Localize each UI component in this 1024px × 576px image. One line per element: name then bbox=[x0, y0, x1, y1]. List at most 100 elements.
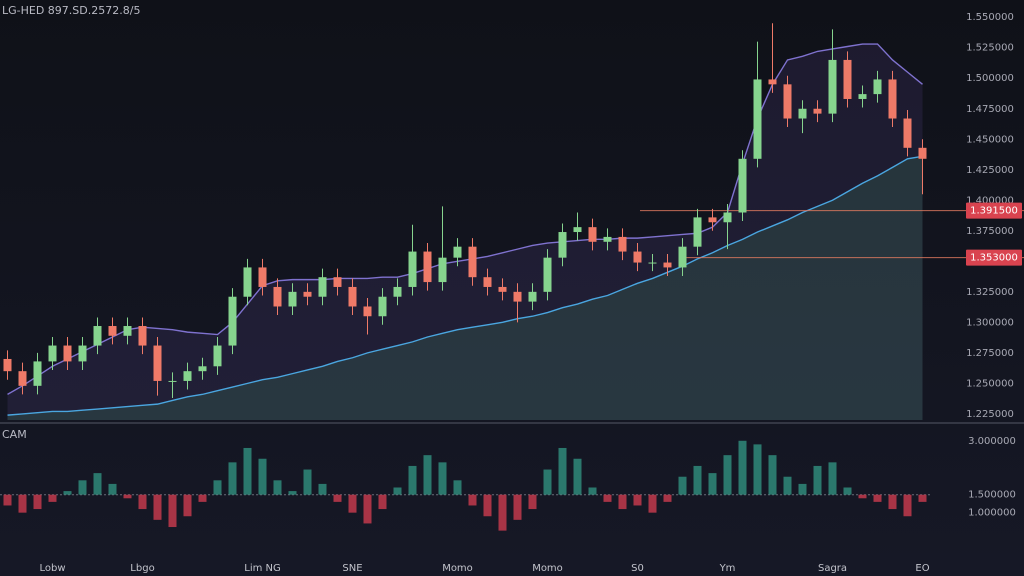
candle-body bbox=[108, 326, 117, 336]
candle-body bbox=[333, 277, 342, 287]
candle-body bbox=[498, 286, 507, 292]
indicator-bar bbox=[693, 465, 702, 495]
ma-line bbox=[7, 43, 923, 395]
indicator-bar bbox=[93, 473, 102, 495]
candle-body bbox=[228, 296, 237, 346]
candle-body bbox=[438, 257, 447, 283]
indicator-bar bbox=[3, 494, 12, 506]
indicator-bar bbox=[168, 494, 177, 528]
indicator-bar bbox=[678, 476, 687, 495]
candle-body bbox=[828, 59, 837, 114]
candle-body bbox=[78, 345, 87, 362]
x-tick-label: Lim NG bbox=[244, 563, 281, 574]
indicator-bar bbox=[648, 494, 657, 513]
candle-body bbox=[918, 147, 927, 159]
candle-body bbox=[48, 345, 57, 362]
indicator-bar bbox=[198, 494, 207, 502]
indicator-bar bbox=[738, 440, 747, 495]
indicator-bar bbox=[873, 494, 882, 502]
candle-body bbox=[708, 217, 717, 223]
indicator-bar bbox=[378, 494, 387, 510]
candle-body bbox=[123, 326, 132, 336]
indicator-bar bbox=[723, 455, 732, 495]
indicator-bar bbox=[618, 494, 627, 510]
x-tick-label: Ym bbox=[719, 563, 736, 574]
indicator-bar bbox=[528, 494, 537, 510]
indicator-bar bbox=[213, 480, 222, 495]
candle-body bbox=[558, 232, 567, 258]
candle-body bbox=[138, 326, 147, 346]
y-tick-label: 1.250000 bbox=[966, 378, 1014, 389]
candle-body bbox=[393, 286, 402, 297]
x-tick-label: Sagra bbox=[818, 563, 847, 574]
indicator-bar bbox=[633, 494, 642, 506]
indicator-bar bbox=[543, 469, 552, 495]
candle-body bbox=[183, 371, 192, 381]
chart-title: LG-HED 897.SD.2572.8/5 bbox=[2, 4, 140, 17]
indicator-bar bbox=[393, 487, 402, 495]
indicator-tick-label: 1.500000 bbox=[968, 490, 1016, 501]
candle-body bbox=[63, 345, 72, 362]
candle-body bbox=[858, 94, 867, 99]
indicator-bar bbox=[138, 494, 147, 510]
candle-body bbox=[168, 380, 177, 382]
y-tick-label: 1.475000 bbox=[966, 104, 1014, 115]
candle-body bbox=[423, 251, 432, 283]
candle-body bbox=[273, 286, 282, 307]
candle-body bbox=[243, 267, 252, 297]
price-label: 1.353000 bbox=[970, 253, 1018, 264]
indicator-bar bbox=[918, 494, 927, 502]
indicator-bar bbox=[603, 494, 612, 502]
indicator-bar bbox=[288, 491, 297, 495]
indicator-bar bbox=[438, 462, 447, 495]
candle-body bbox=[453, 246, 462, 258]
indicator-bar bbox=[483, 494, 492, 517]
indicator-bar bbox=[303, 469, 312, 495]
indicator-bar bbox=[663, 494, 672, 502]
candle-body bbox=[813, 108, 822, 114]
indicator-bar bbox=[48, 494, 57, 502]
y-tick-label: 1.275000 bbox=[966, 348, 1014, 359]
indicator-bar bbox=[108, 483, 117, 495]
candle-body bbox=[753, 79, 762, 159]
indicator-bar bbox=[18, 494, 27, 513]
indicator-bar bbox=[228, 462, 237, 495]
candle-body bbox=[618, 236, 627, 252]
indicator-bar bbox=[423, 455, 432, 495]
candle-body bbox=[33, 361, 42, 386]
indicator-bar bbox=[573, 458, 582, 495]
ma-line bbox=[7, 155, 923, 416]
y-tick-label: 1.225000 bbox=[966, 409, 1014, 420]
candle-body bbox=[588, 227, 597, 242]
indicator-bar bbox=[753, 444, 762, 495]
indicator-bar bbox=[828, 462, 837, 495]
indicator-bar bbox=[903, 494, 912, 517]
indicator-bar bbox=[333, 494, 342, 502]
candle-body bbox=[213, 345, 222, 367]
indicator-bar bbox=[513, 494, 522, 520]
x-tick-label: S0 bbox=[631, 563, 644, 574]
indicator-bar bbox=[768, 455, 777, 495]
candle-body bbox=[873, 79, 882, 95]
candle-body bbox=[198, 366, 207, 372]
x-tick-label: Momo bbox=[532, 563, 563, 574]
candle-body bbox=[663, 262, 672, 268]
candle-body bbox=[648, 262, 657, 264]
candle-body bbox=[543, 257, 552, 292]
ma-area bbox=[7, 156, 923, 420]
candle-body bbox=[303, 291, 312, 297]
indicator-bar bbox=[273, 480, 282, 495]
y-tick-label: 1.300000 bbox=[966, 317, 1014, 328]
candle-body bbox=[768, 79, 777, 85]
candle-body bbox=[318, 277, 327, 297]
indicator-bar bbox=[813, 465, 822, 495]
x-tick-label: Lobw bbox=[39, 563, 65, 574]
indicator-bar bbox=[858, 494, 867, 499]
candle-body bbox=[843, 59, 852, 99]
candle-body bbox=[513, 291, 522, 302]
candle-body bbox=[603, 236, 612, 242]
candle-body bbox=[528, 291, 537, 302]
indicator-bar bbox=[63, 491, 72, 495]
